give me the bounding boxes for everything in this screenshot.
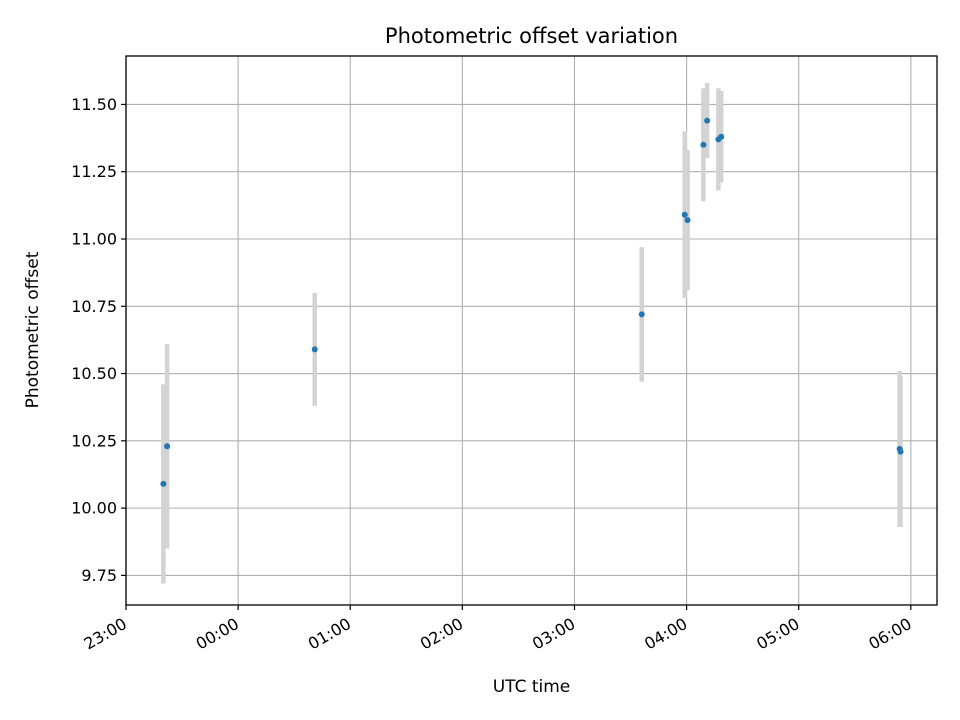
y-tick-label: 10.50 xyxy=(71,364,117,383)
x-tick-label: 04:00 xyxy=(641,614,690,654)
x-tick-label: 06:00 xyxy=(865,614,914,654)
chart-title: Photometric offset variation xyxy=(385,24,678,48)
y-tick-label: 10.25 xyxy=(71,431,117,450)
data-point xyxy=(684,217,691,224)
y-axis-label: Photometric offset xyxy=(23,251,43,408)
x-tick-label: 02:00 xyxy=(417,614,466,654)
x-tick-label: 00:00 xyxy=(193,614,242,654)
x-tick-label: 01:00 xyxy=(305,614,354,654)
y-tick-label: 11.25 xyxy=(71,162,117,181)
x-axis-label: UTC time xyxy=(493,677,571,697)
x-tick-label: 03:00 xyxy=(529,614,578,654)
grid xyxy=(125,56,937,605)
y-tick-label: 11.50 xyxy=(71,95,117,114)
data-point xyxy=(681,211,688,218)
x-tick-label: 05:00 xyxy=(753,614,802,654)
y-tick-label: 10.00 xyxy=(71,499,117,518)
y-tick-label: 10.75 xyxy=(71,297,117,316)
data-point xyxy=(311,346,318,353)
data-points xyxy=(160,117,904,487)
data-point xyxy=(164,443,171,450)
data-point xyxy=(897,448,904,455)
axis-ticks: 23:00 00:00 01:00 02:00 03:00 04:00 05:00 06:00… xyxy=(71,95,915,654)
data-point xyxy=(718,133,725,140)
y-tick-label: 9.75 xyxy=(81,566,117,585)
data-point xyxy=(704,117,711,124)
data-point xyxy=(700,141,707,148)
data-point xyxy=(638,311,645,318)
x-tick-label: 23:00 xyxy=(81,614,130,654)
data-point xyxy=(160,480,167,487)
plot-area-frame xyxy=(125,55,938,606)
y-tick-label: 11.00 xyxy=(71,230,117,249)
